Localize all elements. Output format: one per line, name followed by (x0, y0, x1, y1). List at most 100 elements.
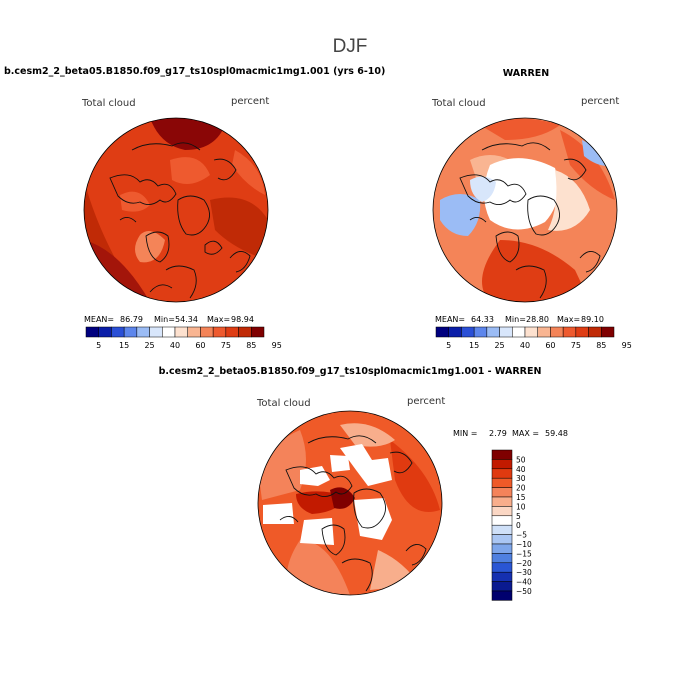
panel-warren-title: WARREN (503, 68, 550, 79)
model-field-darkest-top (150, 118, 225, 150)
panel-model-mean-label: MEAN= (84, 315, 114, 324)
colorbar-tick-label: 85 (596, 341, 606, 350)
panel-warren-max-label: Max= (557, 315, 580, 324)
colorbar-swatch (491, 581, 513, 592)
model-field-dark-right (210, 197, 268, 260)
colorbar-swatch (149, 326, 163, 338)
warren-field-blue-arch (470, 176, 496, 202)
difference-missing-blocks (263, 444, 392, 545)
colorbar-swatch (251, 326, 265, 338)
panel-difference-min-label: MIN = (453, 429, 478, 438)
colorbar-tick-label: 40 (520, 341, 530, 350)
panel-model-colorbar: 5 15 25 40 60 75 85 95 (85, 326, 282, 350)
panel-difference-max-value: 59.48 (545, 429, 568, 438)
colorbar-swatch (562, 326, 577, 338)
difference-field-light-west (258, 430, 306, 500)
colorbar-swatch (499, 326, 513, 338)
colorbar-tick-label: 10 (516, 502, 526, 511)
colorbar-tick-label: 95 (272, 341, 282, 350)
panel-model-min-value: 54.34 (175, 315, 198, 324)
panel-model-min-label: Min= (154, 315, 175, 324)
panel-warren-mean-label: MEAN= (435, 315, 465, 324)
colorbar-swatch (491, 534, 513, 545)
colorbar-tick-label: 60 (545, 341, 555, 350)
colorbar-swatch (162, 326, 176, 338)
colorbar-swatch (491, 543, 513, 554)
colorbar-swatch (491, 524, 513, 535)
panel-warren-colorbar: 5 15 25 40 60 75 85 95 (435, 326, 632, 350)
colorbar-swatch (491, 506, 513, 517)
panel-model-mean-value: 86.79 (120, 315, 143, 324)
panel-warren-map (433, 118, 617, 302)
colorbar-swatch (491, 590, 513, 601)
colorbar-swatch (473, 326, 488, 338)
colorbar-tick-label: 40 (170, 341, 180, 350)
panel-warren-min-label: Min= (505, 315, 526, 324)
colorbar-swatch (575, 326, 589, 338)
colorbar-tick-label: 25 (144, 341, 154, 350)
panel-model-units: percent (231, 96, 269, 107)
colorbar-swatch (136, 326, 150, 338)
model-field-mid-east (232, 150, 265, 195)
warren-field-red-south (482, 240, 590, 302)
colorbar-tick-label: −50 (516, 587, 532, 596)
panel-warren-mean-value: 64.33 (471, 315, 494, 324)
colorbar-tick-label: 5 (446, 341, 451, 350)
colorbar-swatch (537, 326, 551, 338)
colorbar-swatch (491, 562, 513, 573)
colorbar-tick-label: 75 (221, 341, 231, 350)
colorbar-tick-label: 85 (246, 341, 256, 350)
colorbar-swatch (550, 326, 564, 338)
colorbar-swatch (512, 326, 526, 338)
warren-coastlines (459, 142, 601, 299)
colorbar-swatch (123, 326, 138, 338)
warren-field-pale-ring (548, 170, 590, 231)
colorbar-tick-label: −5 (516, 531, 527, 540)
panel-difference: b.cesm2_2_beta05.B1850.f09_g17_ts10spl0m… (159, 366, 568, 601)
panel-warren-variable: Total cloud (431, 98, 486, 109)
model-field-light-canada (135, 231, 165, 263)
panel-difference-title: b.cesm2_2_beta05.B1850.f09_g17_ts10spl0m… (159, 366, 542, 377)
colorbar-swatch (491, 496, 513, 507)
colorbar-swatch (174, 326, 188, 338)
panel-warren-max-value: 89.10 (581, 315, 604, 324)
colorbar-tick-label: −40 (516, 578, 532, 587)
panel-warren-map-outline (432, 117, 618, 303)
colorbar-swatch (491, 477, 513, 488)
colorbar-swatch (491, 515, 513, 526)
colorbar-swatch (491, 553, 513, 564)
panel-difference-map (258, 411, 442, 595)
colorbar-tick-label: −10 (516, 540, 532, 549)
difference-field-light-south (286, 540, 350, 595)
colorbar-swatch (588, 326, 602, 338)
colorbar-swatch (491, 468, 513, 479)
colorbar-tick-label: 20 (516, 484, 526, 493)
model-field-light-islands (120, 191, 150, 212)
panel-model-max-value: 98.94 (231, 315, 254, 324)
colorbar-swatch (491, 571, 513, 582)
model-field-base (84, 118, 268, 302)
panel-model-max-label: Max= (207, 315, 230, 324)
panel-model-map-outline (83, 117, 269, 303)
panel-model: b.cesm2_2_beta05.B1850.f09_g17_ts10spl0m… (4, 66, 385, 350)
panel-warren-min-value: 28.80 (526, 315, 549, 324)
colorbar-tick-label: 15 (119, 341, 129, 350)
colorbar-tick-label: −20 (516, 559, 532, 568)
colorbar-tick-label: 60 (195, 341, 205, 350)
colorbar-tick-label: 5 (96, 341, 101, 350)
colorbar-swatch (225, 326, 239, 338)
colorbar-swatch (238, 326, 252, 338)
colorbar-tick-label: 30 (516, 474, 526, 483)
colorbar-swatch (98, 326, 112, 338)
colorbar-swatch (187, 326, 201, 338)
colorbar-swatch (212, 326, 227, 338)
colorbar-tick-label: 15 (469, 341, 479, 350)
colorbar-swatch (524, 326, 538, 338)
colorbar-tick-label: 0 (516, 521, 521, 530)
colorbar-swatch (435, 326, 449, 338)
panel-warren-units: percent (581, 96, 619, 107)
colorbar-tick-label: 75 (571, 341, 581, 350)
panel-difference-units: percent (407, 396, 445, 407)
